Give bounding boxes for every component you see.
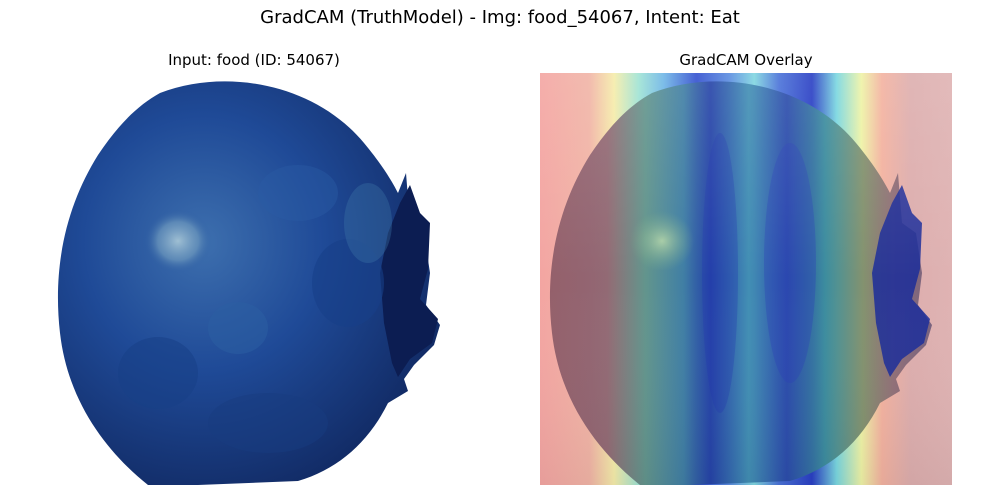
overlay-shading — [540, 73, 952, 485]
fruit-highlight — [144, 209, 212, 273]
gradcam-overlay-image — [540, 73, 952, 485]
fruit-texture-4 — [118, 337, 198, 409]
fruit-texture-1 — [208, 302, 268, 354]
input-image-panel — [48, 73, 460, 485]
input-image — [48, 73, 460, 485]
fruit-calyx — [380, 185, 438, 377]
gradcam-overlay-panel — [540, 73, 952, 485]
fruit-texture-3 — [312, 239, 384, 327]
fruit-texture-2 — [258, 165, 338, 221]
input-panel-title: Input: food (ID: 54067) — [168, 51, 340, 69]
fruit-texture-5 — [208, 393, 328, 453]
fruit-texture-6 — [344, 183, 392, 263]
figure-title: GradCAM (TruthModel) - Img: food_54067, … — [260, 7, 740, 28]
overlay-panel-title: GradCAM Overlay — [679, 51, 813, 69]
